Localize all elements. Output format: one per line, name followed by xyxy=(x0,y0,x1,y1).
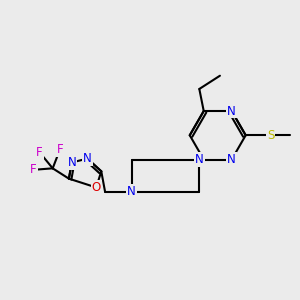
Text: N: N xyxy=(83,152,92,165)
Text: N: N xyxy=(68,156,76,169)
Text: F: F xyxy=(57,143,63,156)
Text: F: F xyxy=(36,146,43,159)
Text: N: N xyxy=(227,153,236,166)
Text: S: S xyxy=(267,129,274,142)
Text: N: N xyxy=(195,153,204,166)
Text: O: O xyxy=(92,181,101,194)
Text: N: N xyxy=(227,105,236,118)
Text: N: N xyxy=(127,185,136,198)
Text: F: F xyxy=(30,163,37,176)
